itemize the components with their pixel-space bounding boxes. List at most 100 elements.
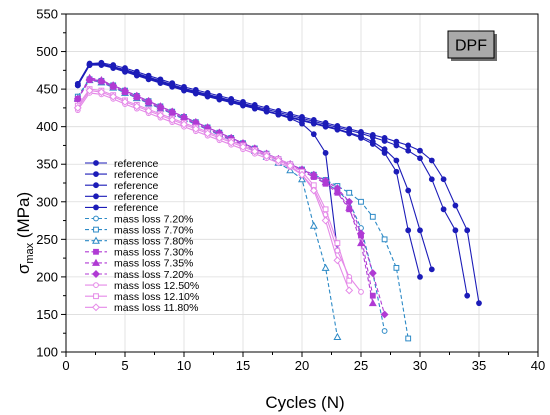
data-point (286, 161, 295, 170)
data-point (345, 197, 354, 206)
legend-label: mass loss 7.70% (114, 224, 193, 236)
x-tick-label: 20 (295, 358, 309, 373)
data-point (97, 76, 106, 85)
legend-marker (93, 293, 99, 300)
data-point (168, 115, 177, 124)
data-point (144, 97, 153, 106)
data-point (181, 86, 187, 93)
x-tick-label: 10 (177, 358, 191, 373)
data-point (203, 129, 212, 138)
data-point (132, 102, 141, 111)
legend-entry: mass loss 7.30% (85, 247, 193, 259)
legend-entry: mass loss 7.70% (85, 224, 193, 236)
data-point (86, 61, 93, 68)
data-point (428, 266, 435, 273)
legend-label: mass loss 7.20% (114, 213, 193, 225)
data-point (393, 157, 400, 164)
legend-marker (92, 270, 100, 278)
y-tick-label: 500 (36, 44, 58, 59)
data-point (334, 240, 341, 246)
data-point (345, 203, 354, 211)
y-axis-symbol: σ (14, 263, 33, 274)
data-point (321, 216, 330, 225)
data-point (358, 198, 364, 205)
data-point (263, 107, 270, 114)
data-point (240, 101, 246, 108)
data-point (274, 156, 283, 165)
legend-label: reference (114, 169, 159, 181)
legend-marker (93, 248, 99, 255)
data-point (346, 189, 353, 196)
data-point (381, 236, 388, 243)
legend-entry: reference (85, 158, 159, 170)
data-point (309, 221, 318, 229)
y-axis-unit: (MPa) (14, 192, 33, 243)
legend-label: mass loss 12.10% (114, 291, 199, 303)
grid-lines (65, 13, 539, 353)
legend-marker (93, 204, 99, 211)
data-point (405, 142, 412, 149)
data-point (464, 227, 471, 234)
badge-box (447, 30, 495, 59)
legend-entry: mass loss 7.80% (85, 236, 193, 248)
data-point (333, 332, 342, 340)
axis-ticks: 0 5 10 15 20 25 30 35 40 100 150 200 250 300 350 400 450… (36, 7, 545, 374)
legend-label: mass loss 7.30% (114, 247, 193, 259)
data-point (121, 97, 129, 106)
data-point (204, 92, 211, 99)
data-point (309, 186, 318, 195)
data-point (110, 63, 117, 70)
data-point (417, 155, 423, 162)
data-point (357, 238, 365, 247)
legend-label: mass loss 7.35% (114, 258, 193, 270)
data-point (322, 150, 329, 156)
legend-entry: mass loss 12.50% (85, 280, 199, 292)
data-point (345, 286, 354, 295)
legend-label: mass loss 7.20% (114, 269, 193, 281)
data-point (428, 157, 435, 164)
data-point (310, 120, 317, 127)
legend: referencereferencereferencereferencerefe… (85, 158, 199, 314)
y-tick-label: 150 (36, 307, 58, 322)
data-point (464, 292, 471, 299)
data-point (381, 138, 388, 144)
legend-marker (92, 258, 100, 266)
data-point (358, 135, 364, 141)
data-point (321, 176, 330, 185)
data-point (298, 175, 306, 183)
series-14 (73, 86, 354, 295)
data-point (428, 176, 435, 183)
legend-label: mass loss 12.50% (114, 280, 199, 292)
data-point (157, 78, 164, 85)
legend-marker (93, 160, 99, 166)
data-point (298, 170, 306, 179)
data-point (368, 269, 377, 278)
data-point (369, 141, 376, 147)
data-point (121, 86, 129, 95)
x-tick-label: 5 (121, 358, 128, 373)
data-point (405, 147, 412, 154)
data-point (215, 133, 224, 142)
data-point (216, 95, 223, 102)
x-tick-label: 0 (62, 358, 69, 373)
data-point (380, 310, 389, 319)
legend-label: mass loss 11.80% (114, 302, 198, 314)
data-point (97, 88, 106, 97)
data-point (251, 104, 258, 111)
data-point (417, 273, 423, 280)
data-point (287, 115, 294, 122)
legend-entry: mass loss 11.80% (85, 302, 198, 314)
data-point (358, 289, 364, 295)
y-tick-label: 300 (36, 194, 58, 209)
legend-entry: mass loss 7.35% (85, 258, 193, 270)
y-tick-label: 200 (36, 269, 58, 284)
data-point (368, 299, 377, 307)
data-point (275, 111, 282, 118)
legend-marker (92, 236, 100, 244)
y-tick-label: 450 (36, 82, 58, 97)
data-point (440, 206, 447, 213)
badge-label: DPF (455, 38, 487, 55)
data-point (357, 229, 365, 238)
data-point (85, 86, 94, 95)
